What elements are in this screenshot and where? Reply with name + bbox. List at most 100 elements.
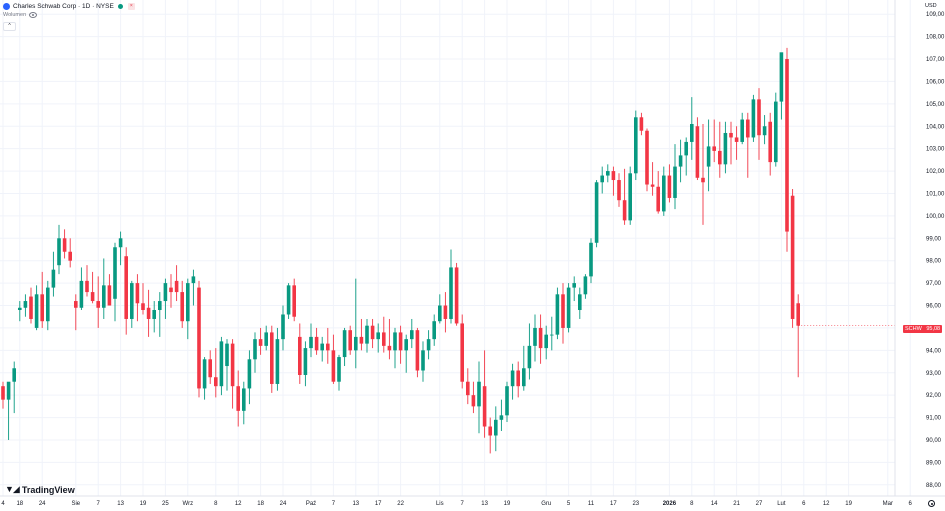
candle[interactable] xyxy=(230,339,235,409)
candle[interactable] xyxy=(499,399,504,432)
candle[interactable] xyxy=(219,336,224,396)
close-icon[interactable]: × xyxy=(127,3,135,10)
candle[interactable] xyxy=(768,112,772,176)
candle[interactable] xyxy=(622,168,627,225)
candle[interactable] xyxy=(359,318,364,351)
candle[interactable] xyxy=(236,370,240,427)
candle[interactable] xyxy=(298,323,302,384)
candle[interactable] xyxy=(600,166,604,194)
candle[interactable] xyxy=(734,126,739,160)
candle[interactable] xyxy=(348,325,352,355)
candle[interactable] xyxy=(410,318,414,349)
candle[interactable] xyxy=(449,249,453,324)
candle[interactable] xyxy=(208,350,212,384)
candle[interactable] xyxy=(370,318,375,349)
candle[interactable] xyxy=(572,276,576,302)
candle[interactable] xyxy=(678,139,683,183)
candle[interactable] xyxy=(107,274,112,306)
candle[interactable] xyxy=(62,229,67,259)
candle[interactable] xyxy=(662,166,666,216)
candle[interactable] xyxy=(505,381,509,423)
candle[interactable] xyxy=(74,294,78,331)
candle[interactable] xyxy=(628,166,632,225)
candle[interactable] xyxy=(102,258,106,319)
candle[interactable] xyxy=(757,88,761,160)
candle[interactable] xyxy=(365,318,369,353)
candle[interactable] xyxy=(454,262,459,326)
candle[interactable] xyxy=(471,381,476,414)
candle[interactable] xyxy=(774,92,778,167)
candle[interactable] xyxy=(46,280,50,331)
candle[interactable] xyxy=(438,294,442,324)
candle[interactable] xyxy=(718,121,722,178)
candle[interactable] xyxy=(1,381,5,409)
candle[interactable] xyxy=(23,294,28,317)
candle[interactable] xyxy=(566,283,571,333)
candle[interactable] xyxy=(516,361,520,398)
candle[interactable] xyxy=(6,381,11,440)
candle[interactable] xyxy=(690,97,694,160)
candle[interactable] xyxy=(354,278,358,369)
candle[interactable] xyxy=(303,341,308,387)
volume-legend[interactable]: Wolumen xyxy=(3,12,38,18)
candle[interactable] xyxy=(667,164,672,203)
candle[interactable] xyxy=(286,283,291,319)
candle[interactable] xyxy=(740,112,744,145)
candle[interactable] xyxy=(40,271,44,328)
candle[interactable] xyxy=(85,265,89,297)
settings-gear-icon[interactable] xyxy=(928,500,935,507)
candle[interactable] xyxy=(751,94,756,142)
candle[interactable] xyxy=(684,137,688,176)
candle[interactable] xyxy=(432,314,436,346)
symbol-legend[interactable]: Charles Schwab Corp · 1D · NYSE × xyxy=(3,2,135,11)
candle[interactable] xyxy=(141,283,145,315)
candle[interactable] xyxy=(650,162,655,196)
collapse-legend-button[interactable]: ^ xyxy=(3,22,16,31)
candle[interactable] xyxy=(746,112,750,178)
candle[interactable] xyxy=(275,327,280,391)
candle[interactable] xyxy=(421,341,425,382)
candle[interactable] xyxy=(533,314,537,362)
candle[interactable] xyxy=(796,294,800,378)
candle[interactable] xyxy=(382,316,386,353)
candle[interactable] xyxy=(51,251,56,297)
candle[interactable] xyxy=(779,52,784,120)
candle[interactable] xyxy=(18,301,22,322)
candle[interactable] xyxy=(90,271,95,304)
candle[interactable] xyxy=(645,128,649,192)
candle[interactable] xyxy=(158,292,162,337)
candle[interactable] xyxy=(326,327,330,364)
candle[interactable] xyxy=(656,171,660,214)
candle[interactable] xyxy=(639,112,644,136)
candle[interactable] xyxy=(331,334,336,384)
candle[interactable] xyxy=(57,224,61,275)
candle[interactable] xyxy=(477,361,481,434)
candle[interactable] xyxy=(29,287,33,324)
candle[interactable] xyxy=(606,164,610,183)
candle[interactable] xyxy=(342,327,347,367)
candle[interactable] xyxy=(264,325,268,351)
candle[interactable] xyxy=(729,121,733,165)
price-axis[interactable]: 88,0089,0090,0091,0092,0093,0094,0095,00… xyxy=(926,12,945,489)
candle[interactable] xyxy=(673,144,677,210)
candle[interactable] xyxy=(460,314,464,389)
candle[interactable] xyxy=(202,357,207,400)
candle[interactable] xyxy=(522,345,526,391)
candle[interactable] xyxy=(706,119,711,192)
candle[interactable] xyxy=(578,287,582,319)
tradingview-logo[interactable]: ▼◢ TradingView xyxy=(5,484,75,495)
candle[interactable] xyxy=(191,269,196,306)
candle[interactable] xyxy=(544,325,548,360)
candle[interactable] xyxy=(466,368,470,405)
candle[interactable] xyxy=(785,47,789,252)
candle[interactable] xyxy=(510,363,515,400)
candle[interactable] xyxy=(393,327,397,369)
candle[interactable] xyxy=(292,278,296,322)
candle[interactable] xyxy=(281,305,285,351)
candle[interactable] xyxy=(320,336,324,362)
candle[interactable] xyxy=(589,238,593,284)
candle[interactable] xyxy=(180,280,184,328)
candle[interactable] xyxy=(701,124,705,225)
candle[interactable] xyxy=(135,274,140,322)
